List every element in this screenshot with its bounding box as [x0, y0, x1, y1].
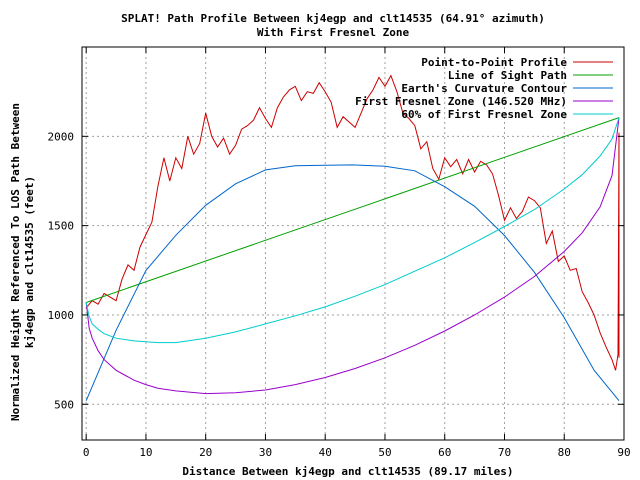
x-tick-label: 90 [617, 446, 630, 459]
tick-labels: 0 10 20 30 40 50 60 70 80 90 500 1000 1500 2000 [48, 130, 631, 459]
ticks [82, 47, 625, 440]
chart-subtitle: With First Fresnel Zone [257, 26, 410, 39]
x-axis-label: Distance Between kj4egp and clt14535 (89… [182, 465, 513, 478]
legend-label: Line of Sight Path [448, 69, 567, 82]
x-tick-label: 0 [83, 446, 90, 459]
x-tick-label: 60 [438, 446, 451, 459]
x-tick-label: 10 [139, 446, 152, 459]
y-tick-label: 500 [54, 398, 74, 411]
legend-label: 60% of First Fresnel Zone [401, 108, 567, 121]
y-axis-label-line1: Normalized Height Referenced To LOS Path… [9, 103, 22, 421]
series-line-first-fresnel-zone-146-520-mhz [85, 117, 620, 395]
x-tick-label: 20 [199, 446, 212, 459]
x-tick-label: 40 [319, 446, 332, 459]
series-layer [85, 74, 620, 402]
series-line-line-of-sight-path [86, 117, 620, 303]
legend-label: First Fresnel Zone (146.520 MHz) [355, 95, 567, 108]
series-line-60-of-first-fresnel-zone [85, 117, 620, 344]
legend-label: Earth's Curvature Contour [401, 82, 567, 95]
x-tick-label: 70 [498, 446, 511, 459]
x-tick-label: 80 [558, 446, 571, 459]
plot-border [81, 46, 625, 441]
y-axis-label-line2: kj4egp and clt14535 (feet) [23, 176, 36, 348]
y-tick-label: 1500 [48, 220, 75, 233]
x-tick-label: 50 [378, 446, 391, 459]
chart-title: SPLAT! Path Profile Between kj4egp and c… [121, 12, 545, 25]
x-tick-label: 30 [259, 446, 272, 459]
legend-label: Point-to-Point Profile [421, 56, 567, 69]
y-tick-label: 2000 [48, 130, 75, 143]
y-tick-label: 1000 [48, 309, 75, 322]
series-line-earth-s-curvature-contour [85, 164, 620, 402]
